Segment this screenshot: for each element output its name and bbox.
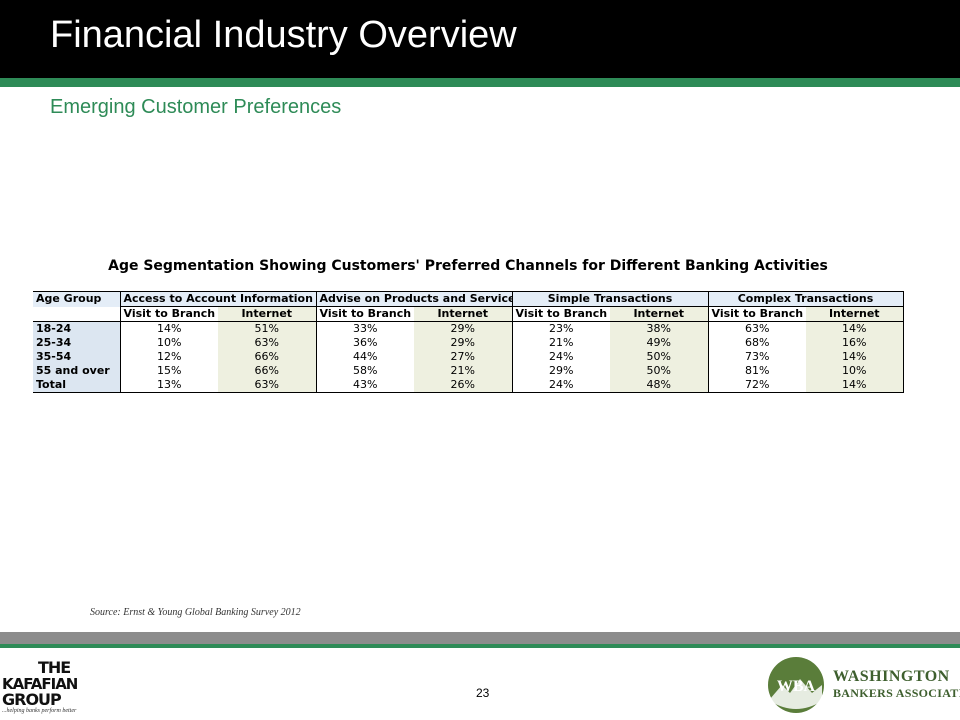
wba-mountain-shape	[770, 679, 822, 709]
sub-header: Internet	[806, 306, 904, 322]
table-group-header-row: Age Group Access to Account Information …	[33, 291, 904, 307]
value-cell: 43%	[315, 378, 415, 393]
table-row: 25-34 10% 63% 36% 29% 21% 49% 68% 16%	[33, 336, 904, 350]
sub-header: Internet	[610, 306, 709, 322]
value-cell: 21%	[414, 364, 513, 378]
age-group-header-blank	[33, 306, 120, 322]
age-segmentation-table: Age Group Access to Account Information …	[33, 291, 904, 393]
sub-header: Visit to Branch	[707, 306, 807, 322]
value-cell: 15%	[119, 364, 218, 378]
value-cell: 63%	[218, 378, 317, 393]
value-cell: 14%	[806, 350, 904, 364]
value-cell: 29%	[511, 364, 611, 378]
kafafian-logo-line2: KAFAFIAN	[2, 675, 78, 693]
table-row: Total 13% 63% 43% 26% 24% 48% 72% 14%	[33, 378, 904, 393]
value-cell: 63%	[218, 336, 317, 350]
value-cell: 66%	[218, 364, 317, 378]
kafafian-logo-tagline: ...helping banks perform better	[2, 708, 77, 714]
page-number: 23	[476, 686, 490, 700]
value-cell: 21%	[511, 336, 611, 350]
value-cell: 29%	[414, 336, 513, 350]
age-group-cell: 35-54	[33, 350, 120, 364]
value-cell: 10%	[119, 336, 218, 350]
slide-header	[0, 0, 960, 78]
kafafian-logo-line1: THE	[38, 658, 71, 677]
value-cell: 72%	[707, 378, 807, 393]
table-row: 35-54 12% 66% 44% 27% 24% 50% 73% 14%	[33, 350, 904, 364]
table-row: 55 and over 15% 66% 58% 21% 29% 50% 81% …	[33, 364, 904, 378]
value-cell: 14%	[806, 378, 904, 393]
value-cell: 38%	[610, 321, 709, 336]
value-cell: 29%	[414, 321, 513, 336]
slide-title: Financial Industry Overview	[50, 14, 517, 56]
value-cell: 26%	[414, 378, 513, 393]
value-cell: 14%	[806, 321, 904, 336]
footer-accent-bar	[0, 644, 960, 648]
slide-subtitle: Emerging Customer Preferences	[50, 96, 342, 118]
header-accent-bar	[0, 78, 960, 87]
value-cell: 14%	[119, 321, 218, 336]
value-cell: 50%	[610, 350, 709, 364]
value-cell: 27%	[414, 350, 513, 364]
value-cell: 33%	[315, 321, 415, 336]
table-title: Age Segmentation Showing Customers' Pref…	[108, 258, 828, 274]
value-cell: 10%	[806, 364, 904, 378]
table-sub-header-row: Visit to Branch Internet Visit to Branch…	[33, 306, 904, 322]
value-cell: 24%	[511, 350, 611, 364]
sub-header: Internet	[414, 306, 513, 322]
value-cell: 44%	[315, 350, 415, 364]
group-header-access: Access to Account Information	[119, 291, 317, 307]
sub-header: Visit to Branch	[511, 306, 611, 322]
kafafian-group-logo: THE KAFAFIAN GROUP ...helping banks perf…	[2, 660, 92, 718]
footer-gray-bar	[0, 632, 960, 644]
value-cell: 23%	[511, 321, 611, 336]
value-cell: 12%	[119, 350, 218, 364]
value-cell: 49%	[610, 336, 709, 350]
value-cell: 16%	[806, 336, 904, 350]
value-cell: 73%	[707, 350, 807, 364]
table-row: 18-24 14% 51% 33% 29% 23% 38% 63% 14%	[33, 321, 904, 336]
value-cell: 51%	[218, 321, 317, 336]
age-group-cell: 18-24	[33, 321, 120, 336]
value-cell: 48%	[610, 378, 709, 393]
wba-logo-mark: WBA	[777, 678, 816, 695]
wba-logo-line1: WASHINGTON	[833, 668, 950, 685]
wba-logo-text: WASHINGTON BANKERS ASSOCIATION	[833, 668, 960, 700]
value-cell: 50%	[610, 364, 709, 378]
value-cell: 13%	[119, 378, 218, 393]
sub-header: Visit to Branch	[315, 306, 415, 322]
wba-logo-line2: BANKERS ASSOCIATION	[833, 686, 960, 700]
value-cell: 36%	[315, 336, 415, 350]
group-header-complex: Complex Transactions	[707, 291, 904, 307]
age-group-cell: 25-34	[33, 336, 120, 350]
kafafian-logo-line3: GROUP	[2, 690, 62, 709]
group-header-advise: Advise on Products and Services	[315, 291, 513, 307]
value-cell: 66%	[218, 350, 317, 364]
group-header-simple: Simple Transactions	[511, 291, 709, 307]
value-cell: 81%	[707, 364, 807, 378]
sub-header: Visit to Branch	[119, 306, 218, 322]
wba-logo-icon: WBA	[768, 657, 824, 713]
source-note: Source: Ernst & Young Global Banking Sur…	[90, 607, 301, 618]
value-cell: 24%	[511, 378, 611, 393]
sub-header: Internet	[218, 306, 317, 322]
value-cell: 68%	[707, 336, 807, 350]
value-cell: 63%	[707, 321, 807, 336]
age-group-header: Age Group	[33, 291, 120, 307]
age-group-cell: 55 and over	[33, 364, 120, 378]
value-cell: 58%	[315, 364, 415, 378]
age-group-cell: Total	[33, 378, 120, 393]
